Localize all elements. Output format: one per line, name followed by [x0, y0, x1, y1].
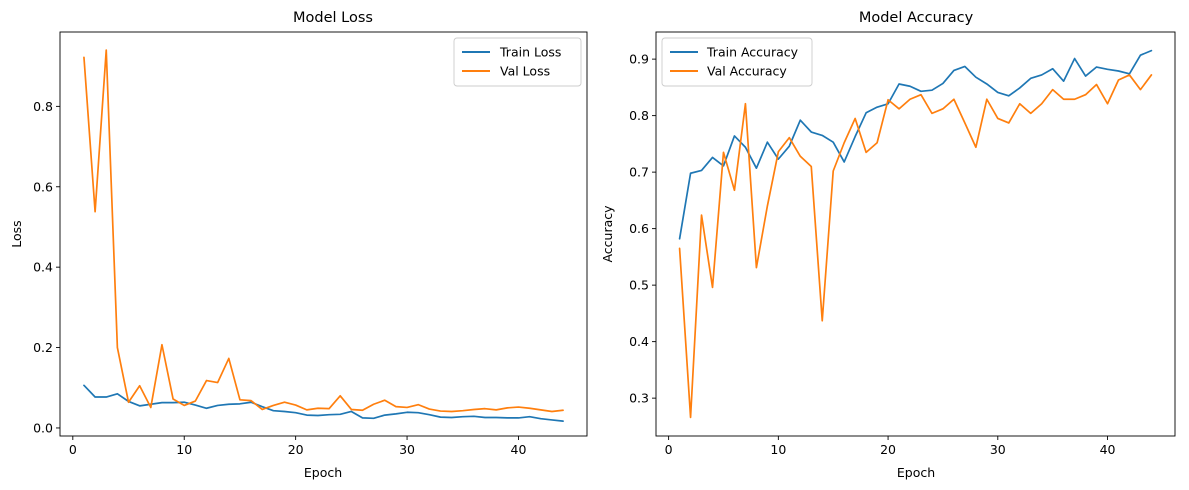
legend: Train Loss Val Loss: [453, 37, 582, 87]
y-axis-ticks: 0.3 0.4 0.5 0.6 0.7 0.8 0.9: [629, 52, 656, 406]
y-axis-label: Loss: [9, 220, 24, 247]
y-tick-label: 0.9: [629, 52, 649, 67]
x-tick-label: 30: [990, 442, 1006, 457]
plot-area: [83, 49, 564, 422]
x-axis-ticks: 0 10 20 30 40: [69, 436, 527, 457]
y-axis-label: Accuracy: [600, 205, 615, 263]
y-tick-label: 0.3: [629, 391, 649, 406]
x-tick-label: 0: [665, 442, 673, 457]
chart-title: Model Loss: [293, 10, 373, 26]
series-line-train-loss: [83, 384, 564, 422]
y-tick-label: 0.0: [33, 420, 53, 435]
chart-title: Model Accuracy: [859, 10, 974, 26]
legend-label-val-loss: Val Loss: [500, 64, 550, 79]
legend-label-train-accuracy: Train Accuracy: [706, 45, 799, 60]
x-tick-label: 20: [288, 442, 304, 457]
x-tick-label: 10: [770, 442, 786, 457]
x-tick-label: 10: [176, 442, 192, 457]
axes-frame: [655, 31, 1176, 437]
x-tick-label: 20: [880, 442, 896, 457]
y-tick-label: 0.6: [629, 221, 649, 236]
loss-chart: Model Loss 0 10 20 30 40 0.0 0.2 0.4 0.6 0.8 Epo…: [9, 10, 588, 480]
legend-label-val-accuracy: Val Accuracy: [707, 64, 787, 79]
y-tick-label: 0.4: [629, 334, 649, 349]
legend-label-train-loss: Train Loss: [499, 45, 561, 60]
legend: Train Accuracy Val Accuracy: [661, 37, 813, 87]
y-tick-label: 0.8: [33, 99, 53, 114]
x-axis-label: Epoch: [304, 465, 342, 480]
x-axis-label: Epoch: [897, 465, 935, 480]
series-line-val-loss: [83, 49, 564, 413]
series-line-train-accuracy: [678, 49, 1153, 240]
x-tick-label: 0: [69, 442, 77, 457]
legend-frame: [661, 37, 813, 87]
x-tick-label: 30: [399, 442, 415, 457]
x-axis-ticks: 0 10 20 30 40: [665, 436, 1116, 457]
y-tick-label: 0.2: [33, 340, 53, 355]
x-tick-label: 40: [511, 442, 527, 457]
y-axis-ticks: 0.0 0.2 0.4 0.6 0.8: [33, 99, 60, 435]
y-tick-label: 0.8: [629, 108, 649, 123]
y-tick-label: 0.5: [629, 278, 649, 293]
accuracy-chart: Model Accuracy 0 10 20 30 40 0.3 0.4 0.5 0.6 0.7…: [600, 10, 1176, 480]
y-tick-label: 0.7: [629, 165, 649, 180]
legend-frame: [453, 37, 582, 87]
x-tick-label: 40: [1100, 442, 1116, 457]
plot-area: [678, 49, 1153, 419]
axes-frame: [59, 31, 588, 437]
y-tick-label: 0.6: [33, 179, 53, 194]
y-tick-label: 0.4: [33, 260, 53, 275]
series-line-val-accuracy: [678, 74, 1153, 419]
